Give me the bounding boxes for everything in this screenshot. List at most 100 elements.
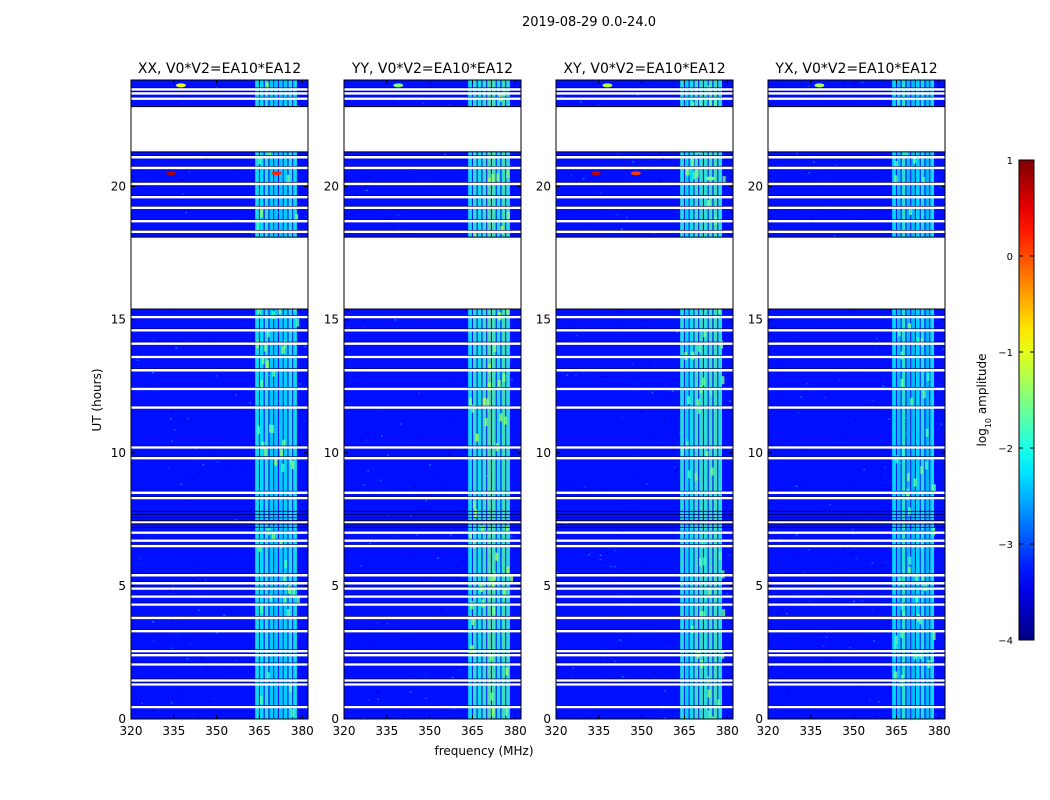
rfi-streak [699, 80, 703, 719]
figure-title: 2019-08-29 0.0-24.0 [522, 15, 656, 30]
x-tick-label: 365 [673, 724, 696, 738]
x-tick-label: 320 [757, 724, 780, 738]
x-tick-label: 350 [842, 724, 865, 738]
colorbar-tick-label: −4 [998, 636, 1013, 647]
data-gap [768, 237, 945, 309]
colorbar-tick-label: 0 [1007, 252, 1013, 263]
y-tick-label: 5 [331, 579, 339, 593]
rfi-streak [896, 80, 901, 719]
rfi-streak [708, 80, 713, 719]
y-tick-label: 10 [324, 446, 339, 460]
rfi-streak [506, 80, 510, 719]
axes-frame [130, 79, 309, 720]
y-tick-label: 0 [755, 712, 763, 726]
axes-frame [767, 79, 946, 720]
rfi-streak [916, 80, 920, 719]
rfi-streak [718, 80, 722, 719]
heatmap-image [556, 80, 733, 719]
x-tick-label: 335 [587, 724, 610, 738]
rfi-streak [283, 80, 288, 719]
panels: 320 335 350 365 380 0 5 10 15 20 XX, V0*V2=EA10*EA… [90, 61, 951, 738]
colorbar-tick-label: 1 [1007, 156, 1013, 167]
rfi-streak [892, 80, 896, 719]
panel: 320 335 350 365 380 0 5 10 15 20 XY, V0*V2=EA10*EA… [536, 61, 739, 738]
rfi-streak [496, 80, 501, 719]
y-tick-label: 20 [536, 180, 551, 194]
rfi-streak [906, 80, 911, 719]
y-tick-label: 10 [111, 446, 126, 460]
rfi-streak [255, 80, 259, 719]
x-tick-label: 380 [716, 724, 739, 738]
heatmap-background [131, 80, 308, 719]
y-tick-label: 5 [755, 579, 763, 593]
data-gap [131, 237, 308, 309]
y-tick-label: 5 [118, 579, 126, 593]
y-tick-label: 0 [543, 712, 551, 726]
rfi-streak [288, 80, 293, 719]
y-tick-label: 15 [324, 313, 339, 327]
y-tick-label: 0 [118, 712, 126, 726]
rfi-streak [925, 80, 930, 719]
y-tick-label: 10 [536, 446, 551, 460]
heatmap-background [344, 80, 521, 719]
rfi-streak [713, 80, 718, 719]
rfi-streak [694, 80, 699, 719]
hotspot [271, 171, 282, 176]
hotspot [590, 171, 601, 176]
rfi-streak [492, 80, 496, 719]
y-tick-label: 10 [748, 446, 763, 460]
colorbar-tick-label: −3 [998, 540, 1013, 551]
y-tick-label: 15 [111, 313, 126, 327]
axes-frame [555, 79, 734, 720]
x-tick-label: 365 [885, 724, 908, 738]
panel: 320 335 350 365 380 0 5 10 15 20 YX, V0*V2=EA10*EA… [748, 61, 951, 738]
x-axis-label: frequency (MHz) [434, 744, 533, 758]
colorbar: 1 0 −1 −2 −3 −4 log10 amplitude [975, 156, 1035, 647]
x-tick-label: 335 [799, 724, 822, 738]
rfi-streak [264, 80, 269, 719]
x-tick-label: 335 [162, 724, 185, 738]
heatmap-image [344, 80, 521, 719]
x-tick-label: 380 [291, 724, 314, 738]
colorbar-label: log10 amplitude [975, 354, 993, 447]
y-tick-label: 15 [748, 313, 763, 327]
x-tick-label: 335 [375, 724, 398, 738]
y-tick-label: 15 [536, 313, 551, 327]
data-gap [344, 237, 521, 309]
x-tick-label: 365 [461, 724, 484, 738]
hotspot [630, 171, 641, 176]
hotspot [393, 83, 404, 88]
hotspot [705, 176, 716, 181]
x-tick-label: 365 [248, 724, 271, 738]
y-tick-label: 20 [748, 180, 763, 194]
y-axis-label: UT (hours) [90, 368, 104, 431]
rfi-streak [477, 80, 482, 719]
panel-title: XY, V0*V2=EA10*EA12 [563, 61, 725, 77]
panel: 320 335 350 365 380 0 5 10 15 20 XX, V0*V2=EA10*EA… [90, 61, 314, 738]
hotspot [175, 83, 186, 88]
panel-title: YX, V0*V2=EA10*EA12 [774, 61, 937, 77]
rfi-streak [704, 80, 708, 719]
data-gap [344, 106, 521, 152]
y-tick-label: 20 [324, 180, 339, 194]
rfi-streak [487, 80, 491, 719]
rfi-streak [259, 80, 264, 719]
x-tick-label: 350 [418, 724, 441, 738]
colorbar-tick-label: −1 [998, 348, 1013, 359]
panel: 320 335 350 365 380 0 5 10 15 20 YY, V0*V2=EA10*EA… [324, 61, 527, 738]
rfi-streak [472, 80, 477, 719]
data-gap [131, 106, 308, 152]
x-tick-label: 380 [504, 724, 527, 738]
data-gap [556, 106, 733, 152]
rfi-streak [274, 80, 278, 719]
hotspot [602, 83, 613, 88]
data-gap [768, 106, 945, 152]
rfi-streak [293, 80, 297, 719]
x-tick-label: 380 [928, 724, 951, 738]
rfi-streak [901, 80, 906, 719]
heatmap-image [131, 80, 308, 719]
rfi-streak [930, 80, 934, 719]
colorbar-gradient [1018, 159, 1035, 641]
rfi-streak [269, 80, 274, 719]
